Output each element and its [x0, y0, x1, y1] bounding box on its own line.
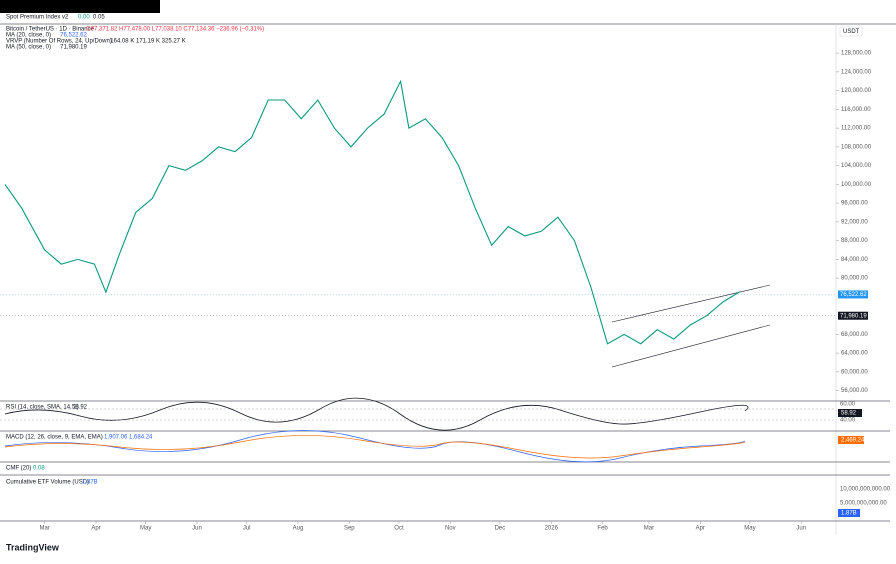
y-tick-label: 92,000.00 — [841, 219, 868, 225]
redacted-bar — [0, 0, 160, 13]
pane-title: MACD (12, 26, close, 9, EMA, EMA) — [6, 435, 103, 441]
indicator-label: MA (50, close, 0) — [6, 45, 51, 51]
x-tick-label: Jun — [796, 526, 806, 532]
pane-value: 0.08 — [33, 466, 45, 472]
y-tick-label: 88,000.00 — [841, 238, 868, 244]
axis-label: 5,000,000,000.00 — [840, 501, 887, 507]
x-tick-label: Apr — [91, 526, 100, 532]
brand: TradingView — [6, 542, 60, 552]
value-tag — [838, 509, 860, 517]
x-tick-label: Jun — [192, 526, 202, 532]
value-tag — [838, 436, 864, 444]
pane-title: Cumulative ETF Volume (USD) — [6, 480, 89, 486]
x-tick-label: Jul — [243, 526, 251, 532]
pane-value: 1.87B — [82, 480, 98, 486]
price-tag — [838, 290, 868, 299]
symbol-title: Bitcoin / TetherUS · 1D · Binance — [6, 27, 95, 33]
x-tick-label: Mar — [40, 526, 50, 532]
axis-label: 10,000,000,000.00 — [840, 487, 891, 493]
tag-label: 58.92 — [841, 411, 857, 417]
axis-label: 60.00 — [840, 402, 856, 408]
x-tick-label: Dec — [495, 526, 506, 532]
ohlc: O77,371.82 H77,478.00 L77,038.10 C77,134… — [86, 27, 264, 33]
y-tick-label: 116,000.00 — [841, 107, 871, 113]
x-tick-label: Apr — [696, 526, 705, 532]
tag-label: 1.87B — [841, 511, 857, 517]
x-tick-label: May — [140, 526, 151, 532]
tag-label: 2,469.24 — [841, 438, 865, 444]
y-tick-label: 96,000.00 — [841, 201, 868, 207]
x-tick-label: 2026 — [545, 526, 559, 532]
price-tag-label: 76,522.62 — [840, 292, 867, 298]
y-tick-label: 112,000.00 — [841, 126, 871, 132]
macd-signal — [4, 435, 746, 459]
y-tick-label: 56,000.00 — [841, 388, 868, 394]
y-tick-label: 84,000.00 — [841, 257, 868, 263]
y-tick-label: 80,000.00 — [841, 276, 868, 282]
trend-line — [611, 324, 771, 368]
axis-label: 40.00 — [840, 418, 856, 424]
indicator-label: VRVP (Number Of Rows, 24, Up/Down) — [6, 39, 112, 45]
spot-value: 0.00 — [78, 15, 90, 21]
y-tick-label: 108,000.00 — [841, 144, 872, 150]
spot-title: Spot Premium Index v2 — [6, 15, 69, 21]
currency-box[interactable] — [839, 26, 863, 37]
macd-line — [4, 430, 746, 463]
pane-title: RSI (14, close, SMA, 14, 2) — [6, 405, 79, 411]
y-tick-label: 100,000.00 — [841, 182, 872, 188]
indicator-label: MA (20, close, 0) — [6, 33, 51, 39]
x-tick-label: Aug — [293, 526, 304, 532]
y-tick-label: 68,000.00 — [841, 332, 868, 338]
price-tag-label: 71,980.19 — [840, 313, 867, 319]
x-tick-label: May — [744, 526, 755, 532]
indicator-value: 71,980.19 — [60, 45, 87, 51]
price-tag — [838, 311, 868, 320]
value-tag — [838, 409, 862, 417]
pane-title: CMF (20) — [6, 466, 31, 472]
indicator-value: 164.08 K 171.19 K 325.27 K — [110, 39, 185, 45]
pane-value: 1,907.06 1,684.24 — [104, 435, 153, 441]
y-tick-label: 120,000.00 — [841, 88, 872, 94]
indicator-value: 76,522.62 — [60, 33, 87, 39]
y-tick-label: 104,000.00 — [841, 163, 872, 169]
spot-value: 0.05 — [93, 15, 105, 21]
trend-line — [611, 284, 771, 323]
x-tick-label: Nov — [445, 526, 456, 532]
y-tick-label: 128,000.00 — [841, 51, 872, 57]
pane-value: 58.92 — [72, 405, 88, 411]
currency: USDT — [843, 29, 860, 35]
rsi-line — [4, 397, 749, 431]
x-tick-label: Oct — [394, 526, 404, 532]
y-tick-label: 124,000.00 — [841, 69, 872, 75]
y-tick-label: 60,000.00 — [841, 369, 868, 375]
x-tick-label: Feb — [597, 526, 608, 532]
x-tick-label: Mar — [644, 526, 654, 532]
x-tick-label: Sep — [344, 526, 355, 532]
y-tick-label: 64,000.00 — [841, 351, 868, 357]
price-line — [4, 79, 741, 345]
